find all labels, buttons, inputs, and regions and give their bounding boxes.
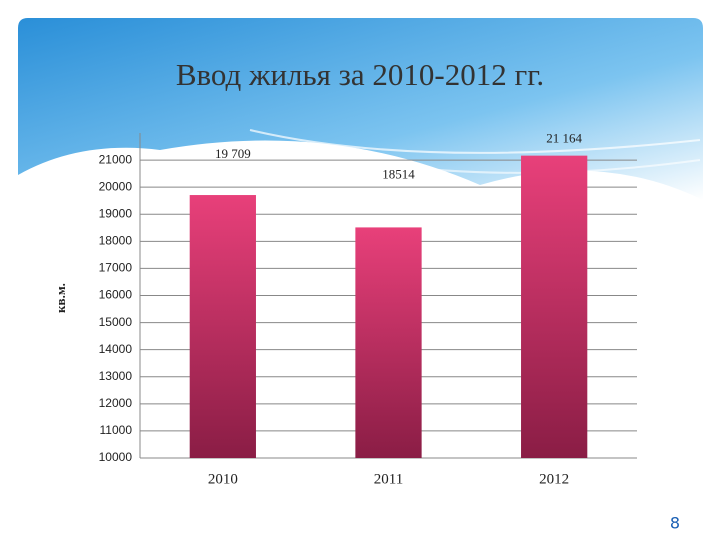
wave xyxy=(249,129,701,154)
bar xyxy=(355,227,422,458)
y-tick-label: 12000 xyxy=(99,396,133,410)
value-label: 19 709 xyxy=(215,146,251,161)
y-tick-label: 10000 xyxy=(99,450,133,464)
y-tick-label: 15000 xyxy=(99,315,133,329)
value-label: 18514 xyxy=(382,166,415,181)
y-tick-label: 16000 xyxy=(99,288,133,302)
y-tick-label: 18000 xyxy=(99,234,133,248)
y-tick-label: 13000 xyxy=(99,369,133,383)
value-label: 21 164 xyxy=(546,131,582,146)
page-number: 8 xyxy=(670,514,680,533)
y-tick-label: 17000 xyxy=(99,261,133,275)
x-tick-label: 2012 xyxy=(539,471,569,487)
y-tick-label: 19000 xyxy=(99,206,133,220)
wave xyxy=(299,149,701,174)
y-axis-label: кв.м. xyxy=(53,283,68,313)
header-band xyxy=(18,18,703,200)
y-tick-label: 20000 xyxy=(99,179,133,193)
y-tick-label: 21000 xyxy=(99,152,133,166)
y-tick-label: 11000 xyxy=(100,423,133,437)
x-tick-label: 2011 xyxy=(374,471,403,487)
plot: 10000 11000 12000 13000 14000 15000 16000 17000… xyxy=(99,131,637,487)
bar xyxy=(189,195,256,458)
y-tick-label: 14000 xyxy=(99,342,133,356)
x-tick-label: 2010 xyxy=(208,471,238,487)
chart-title: Ввод жилья за 2010-2012 гг. xyxy=(176,57,544,92)
bar xyxy=(521,155,588,458)
